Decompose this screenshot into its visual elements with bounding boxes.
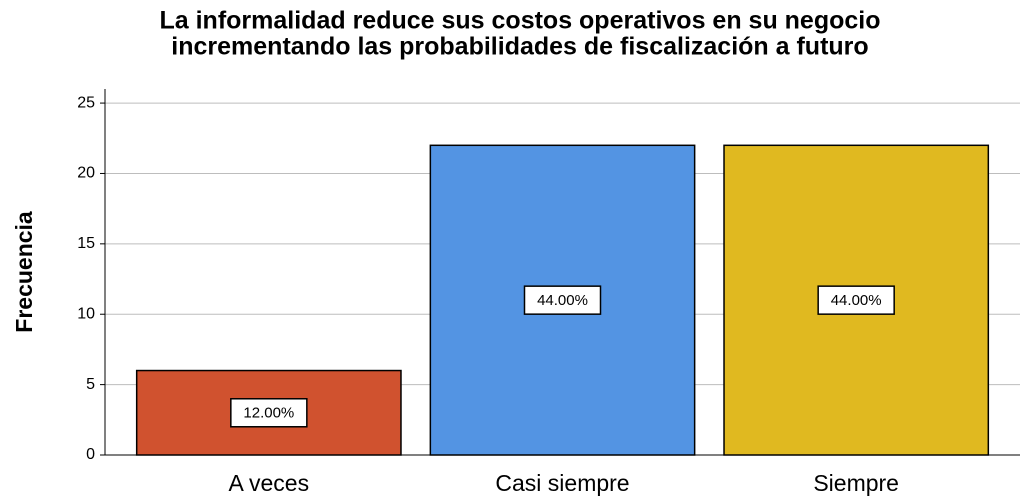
data-label: 44.00%: [537, 292, 588, 309]
y-tick-label: 15: [77, 235, 95, 252]
data-label-box: [523, 285, 602, 315]
data-label-box: [230, 398, 308, 428]
y-tick-label: 20: [77, 165, 95, 182]
y-tick-label: 10: [77, 305, 95, 322]
x-tick-label: Siempre: [813, 470, 899, 496]
data-label: 12.00%: [243, 405, 294, 422]
data-label-box: [817, 285, 895, 315]
y-tick-label: 5: [86, 376, 95, 393]
data-label: 44.00%: [831, 292, 882, 309]
x-tick-label: Casi siempre: [495, 470, 629, 496]
y-tick-label: 25: [77, 94, 95, 111]
chart-title: incrementando las probabilidades de fisc…: [171, 33, 868, 61]
chart-title: La informalidad reduce sus costos operat…: [159, 7, 880, 35]
y-axis-label: Frecuencia: [11, 211, 37, 333]
x-tick-label: A veces: [229, 470, 310, 496]
y-tick-label: 0: [86, 446, 95, 463]
